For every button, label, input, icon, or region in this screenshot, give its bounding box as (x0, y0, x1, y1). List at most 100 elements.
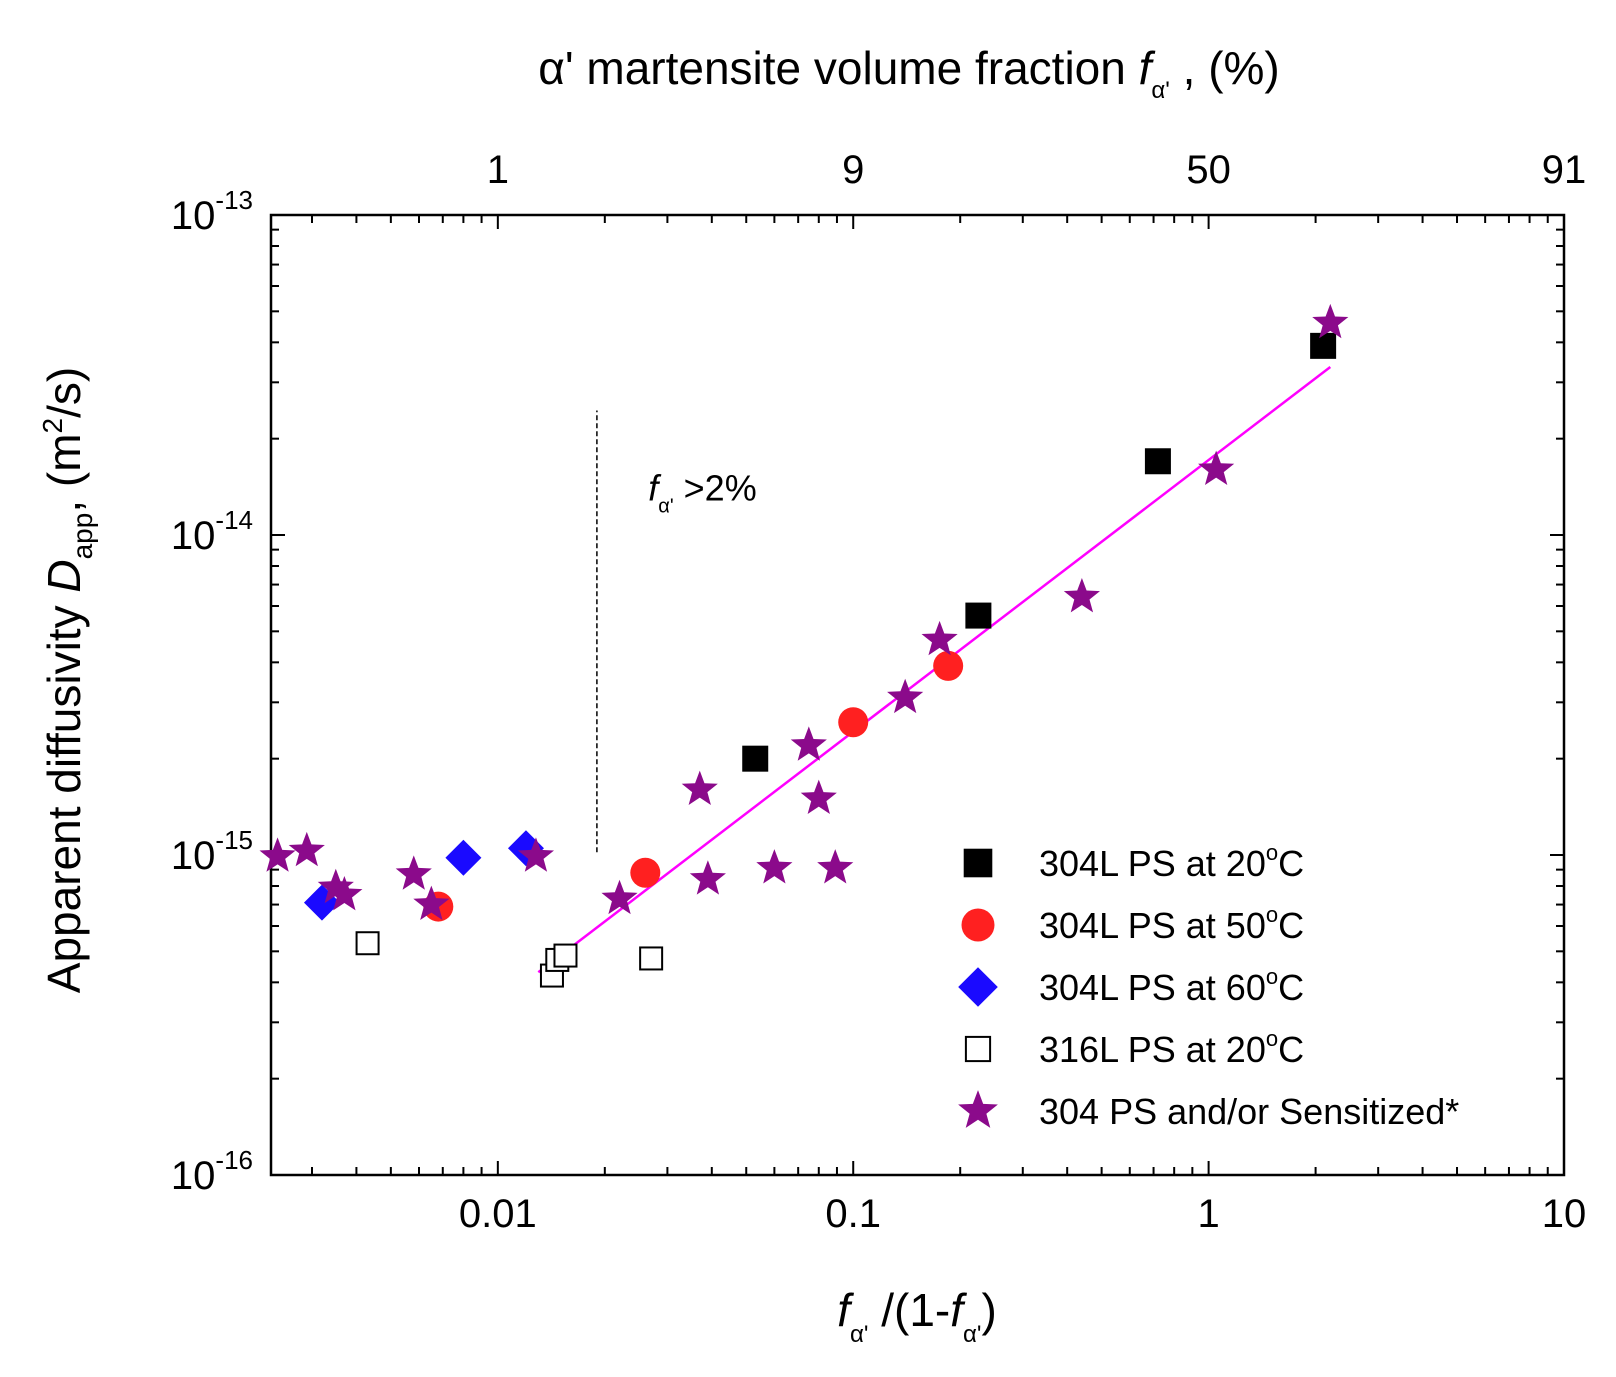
legend-marker (958, 967, 998, 1007)
legend-degree: o (1266, 1026, 1278, 1051)
y-tick-label-exp: -13 (215, 185, 253, 215)
series-4-star-point (517, 837, 555, 872)
series-4-star-point (790, 726, 827, 761)
legend-label-text: 304L PS at 60 (1039, 967, 1266, 1008)
legend-label-text: 304 PS and/or Sensitized* (1039, 1091, 1459, 1132)
legend-unit: C (1278, 905, 1304, 946)
series-0-square-point (742, 745, 769, 772)
series-0-square-point (1310, 332, 1337, 359)
series-3-square-point (639, 946, 664, 971)
top-axis-title: α' martensite volume fraction fα' , (%) (538, 42, 1280, 104)
legend-label-text: 304L PS at 50 (1039, 905, 1266, 946)
annotation-text: >2% (674, 468, 757, 509)
legend-unit: C (1278, 843, 1304, 884)
series-3-square-point (553, 943, 578, 968)
y-axis-title-d: D (38, 559, 90, 592)
y-tick-label-base: 10 (171, 194, 216, 238)
legend-degree: o (1266, 902, 1278, 927)
series-2-diamond-point (445, 839, 482, 876)
legend-marker (958, 1090, 998, 1128)
y-tick-label-base: 10 (171, 1154, 216, 1198)
legend-label: 304L PS at 60oC (1039, 964, 1304, 1008)
legend-unit: C (1278, 967, 1304, 1008)
series-4-star-point (1063, 578, 1100, 613)
y-tick-label: 10-14 (171, 505, 253, 558)
legend-label: 316L PS at 20oC (1039, 1026, 1304, 1070)
y-tick-label: 10-13 (171, 185, 253, 238)
top-axis-title-sub: α' (1151, 77, 1169, 104)
y-tick-label: 10-15 (171, 825, 253, 878)
x-axis-title-f: f (837, 1284, 854, 1336)
threshold-annotation: fα' >2% (648, 468, 756, 518)
series-0-square-point (965, 602, 992, 629)
y-tick-label-base: 10 (171, 514, 216, 558)
top-axis-title-pre: α' martensite volume fraction (538, 42, 1138, 94)
series-4-star-point (887, 678, 924, 714)
annotations: fα' >2% (596, 410, 757, 853)
y-tick-label-exp: -14 (215, 505, 253, 535)
series-4-star-point (921, 620, 958, 656)
series-1-circle-point (933, 650, 964, 681)
legend-marker (961, 908, 995, 942)
y-tick-label: 10-16 (171, 1145, 253, 1198)
legend-unit: C (1278, 1029, 1304, 1070)
series-4-star-point (1312, 303, 1349, 339)
x-tick-label: 0.01 (459, 1192, 537, 1236)
x-axis-title-sub2: α' (963, 1321, 981, 1348)
series-4-star-point (817, 849, 854, 884)
series-3-square-point (355, 931, 380, 956)
series-1-circle-point (838, 707, 869, 738)
top-tick-label: 9 (842, 148, 864, 192)
legend-label-text: 316L PS at 20 (1039, 1029, 1266, 1070)
annotation-sub: α' (658, 496, 673, 518)
legend-label: 304 PS and/or Sensitized* (1039, 1091, 1459, 1132)
series-1-circle-point (630, 857, 661, 888)
legend-label: 304L PS at 50oC (1039, 902, 1304, 946)
legend-marker (964, 1035, 992, 1063)
top-tick-label: 50 (1186, 148, 1231, 192)
series-4-star-point (317, 868, 354, 904)
y-tick-label-exp: -15 (215, 825, 253, 855)
series-4-star-point (756, 849, 793, 884)
series-4-star-point (689, 860, 726, 895)
top-tick-label: 91 (1542, 148, 1587, 192)
y-tick-label-exp: -16 (215, 1145, 253, 1175)
y-tick-label-base: 10 (171, 834, 216, 878)
top-axis-title-f: f (1139, 42, 1156, 94)
data-points (259, 303, 1349, 988)
top-axis-title-end: , (%) (1170, 42, 1280, 94)
x-axis-title-sub: α' (850, 1321, 868, 1348)
series-4-star-point (259, 837, 296, 872)
x-tick-label: 0.1 (825, 1192, 881, 1236)
x-axis-title: fα' /(1-fα') (837, 1284, 997, 1348)
series-0-square-point (1144, 448, 1171, 475)
series-4-star-point (413, 885, 450, 920)
legend-degree: o (1266, 964, 1278, 989)
x-axis-title-f2: f (950, 1284, 967, 1336)
series-4-star-point (1198, 450, 1235, 486)
x-tick-label: 10 (1542, 1192, 1587, 1236)
legend-marker (963, 848, 993, 878)
series-4-star-point (288, 831, 325, 867)
x-tick-label: 1 (1197, 1192, 1219, 1236)
legend-label: 304L PS at 20oC (1039, 840, 1304, 884)
top-tick-label: 1 (487, 148, 509, 192)
series-4-star-point (681, 770, 718, 806)
legend-label-text: 304L PS at 20 (1039, 843, 1266, 884)
series-4-star-point (395, 855, 432, 890)
series-4-star-point (800, 779, 837, 815)
y-axis-title-mid: , (m (38, 433, 90, 512)
x-axis-title-end: ) (981, 1284, 996, 1336)
series-4-star-point (601, 879, 638, 915)
series-4-star-point (326, 875, 363, 911)
y-axis-title-pre: Apparent diffusivity (38, 593, 90, 994)
y-axis-title-sub: app (67, 513, 98, 560)
y-axis-title-end: /s) (38, 367, 90, 418)
y-axis-title: Apparent diffusivity Dapp, (m2/s) (37, 367, 98, 993)
y-axis-title-sup: 2 (37, 418, 68, 434)
legend-degree: o (1266, 840, 1278, 865)
axis-ticks (271, 214, 1565, 1176)
